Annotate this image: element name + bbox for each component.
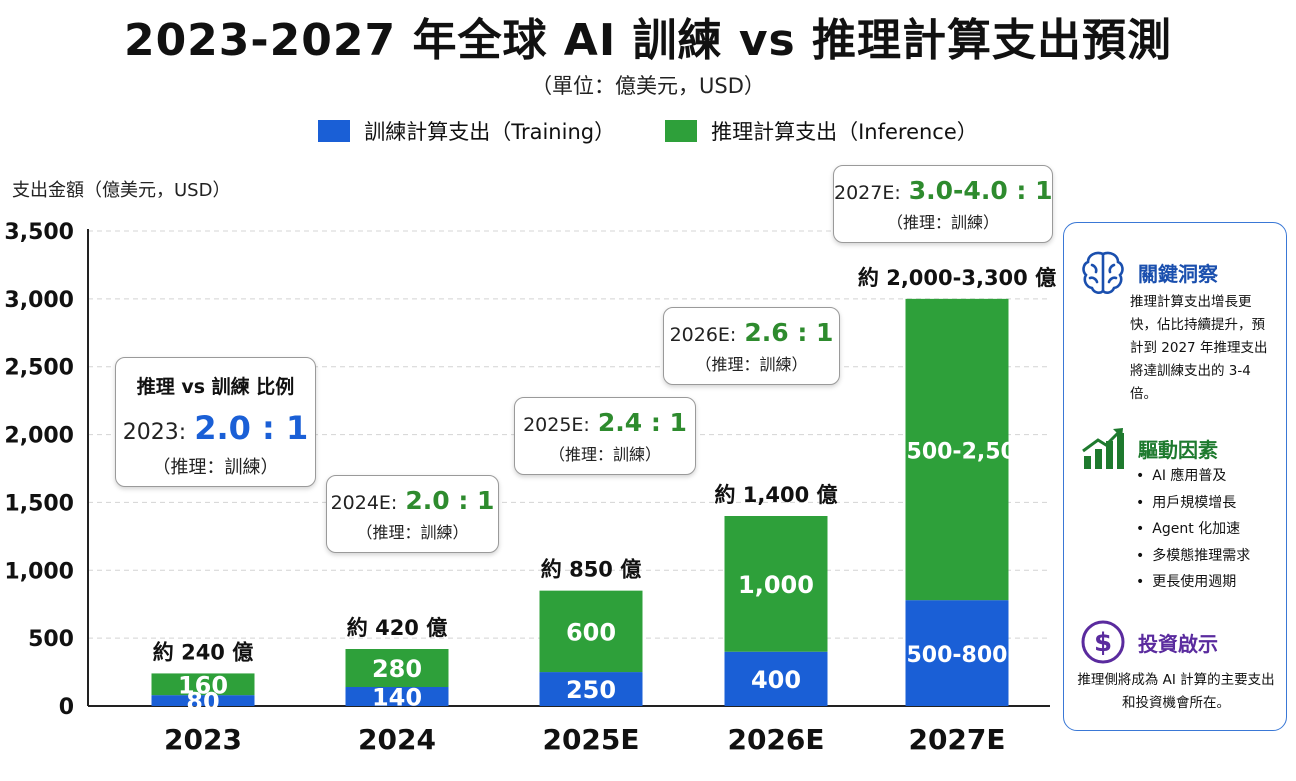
bar-training xyxy=(905,600,1009,706)
legend: 訓練計算支出（Training） 推理計算支出（Inference） xyxy=(0,116,1296,146)
bar-label-training: 80 xyxy=(186,688,219,716)
bar-label-training: 250 xyxy=(566,676,616,704)
legend-item-training: 訓練計算支出（Training） xyxy=(318,116,615,146)
callout-line: 2026E: 2.6 : 1 xyxy=(664,318,839,347)
bar-total-label: 約 420 億 xyxy=(347,616,447,640)
drivers-title: 驅動因素 xyxy=(1138,437,1218,462)
callout-note: （推理：訓練） xyxy=(695,355,808,374)
bar-label-inference: 280 xyxy=(372,655,422,683)
y-tick-label: 500 xyxy=(28,627,74,652)
y-tick-label: 0 xyxy=(59,695,74,720)
bar-inference xyxy=(539,590,643,673)
bar-inference xyxy=(724,516,828,652)
callout-ratio: 2.6 : 1 xyxy=(744,318,834,347)
bar-inference xyxy=(151,673,255,696)
bar-total-label: 約 240 億 xyxy=(153,640,253,664)
bar-label-training: 140 xyxy=(372,684,422,712)
legend-item-inference: 推理計算支出（Inference） xyxy=(665,116,978,146)
callout-note: （推理：訓練） xyxy=(886,213,999,232)
callout-ratio: 2.0 : 1 xyxy=(405,486,495,515)
driver-item: 多模態推理需求 xyxy=(1136,543,1288,570)
callout-label: 2024E: xyxy=(330,492,398,514)
callout-label: 2025E: xyxy=(523,414,590,436)
callout-label: 2026E: xyxy=(669,324,737,346)
bar-label-inference: 1,000 xyxy=(738,571,814,599)
ratio-box-heading: 推理 vs 訓練 比例 xyxy=(136,376,295,398)
bar-label-training: 500-800 xyxy=(907,643,1008,668)
investment-title: 投資啟示 xyxy=(1138,631,1218,656)
insight-title: 關鍵洞察 xyxy=(1138,261,1218,286)
bar-inference xyxy=(905,298,1009,601)
ratio-callout-2025: 2025E: 2.4 : 1 （推理：訓練） xyxy=(514,397,696,475)
insight-text: 推理計算支出增長更快，佔比持續提升，預計到 2027 年推理支出將達訓練支出的 … xyxy=(1130,294,1268,402)
ratio-callout-2027: 2027E: 3.0-4.0 : 1 （推理：訓練） xyxy=(833,165,1053,243)
bar-label-inference: 1,500-2,500 xyxy=(883,440,1031,465)
callout-line: 2024E: 2.0 : 1 xyxy=(327,486,498,515)
callout-line: 2027E: 3.0-4.0 : 1 xyxy=(834,176,1053,205)
callout-line: 2025E: 2.4 : 1 xyxy=(515,408,695,437)
bar-label-inference: 600 xyxy=(566,618,616,646)
x-tick-label: 2025E xyxy=(542,723,639,756)
investment-section: $ 投資啟示 推理側將成為 AI 計算的主要支出和投資機會所在。 xyxy=(1064,617,1288,715)
brain-icon xyxy=(1082,251,1124,294)
y-tick-label: 3,000 xyxy=(4,288,74,313)
investment-text: 推理側將成為 AI 計算的主要支出和投資機會所在。 xyxy=(1077,672,1275,711)
driver-item: Agent 化加速 xyxy=(1136,516,1288,543)
y-axis-title: 支出金額（億美元，USD） xyxy=(12,180,230,201)
growth-chart-icon xyxy=(1082,428,1124,469)
chart-title: 2023-2027 年全球 AI 訓練 vs 推理計算支出預測 xyxy=(123,15,1173,66)
ratio-box-note: （推理：訓練） xyxy=(152,457,279,478)
y-tick-label: 3,500 xyxy=(4,220,74,245)
driver-item: AI 應用普及 xyxy=(1136,463,1288,490)
y-tick-label: 1,000 xyxy=(4,559,74,584)
svg-text:$: $ xyxy=(1094,628,1112,658)
legend-label-inference: 推理計算支出（Inference） xyxy=(711,120,978,144)
callout-note: （推理：訓練） xyxy=(356,523,469,542)
ratio-box-line: 2023: 2.0 : 1 xyxy=(116,409,315,447)
callout-ratio: 2.4 : 1 xyxy=(597,408,687,437)
bar-total-label: 約 850 億 xyxy=(541,558,641,582)
drivers-list: AI 應用普及 用戶規模增長 Agent 化加速 多模態推理需求 更長使用週期 xyxy=(1136,463,1288,596)
legend-swatch-inference xyxy=(665,120,698,142)
insight-panel: 關鍵洞察 推理計算支出增長更快，佔比持續提升，預計到 2027 年推理支出將達訓… xyxy=(1063,222,1287,731)
bar-inference xyxy=(345,649,449,687)
callout-note: （推理：訓練） xyxy=(548,445,661,464)
y-tick-label: 2,500 xyxy=(4,356,74,381)
bar-training xyxy=(539,672,643,706)
bar-training xyxy=(151,695,255,706)
bar-training xyxy=(724,651,828,706)
driver-item: 用戶規模增長 xyxy=(1136,490,1288,517)
x-tick-label: 2027E xyxy=(908,723,1005,756)
callout-ratio: 3.0-4.0 : 1 xyxy=(908,176,1053,205)
bar-training xyxy=(345,687,449,706)
insight-section: 關鍵洞察 推理計算支出增長更快，佔比持續提升，預計到 2027 年推理支出將達訓… xyxy=(1064,247,1288,406)
legend-swatch-training xyxy=(318,120,351,142)
y-tick-label: 1,500 xyxy=(4,491,74,516)
chart-subtitle: （單位：億美元，USD） xyxy=(531,74,765,98)
drivers-section: 驅動因素 AI 應用普及 用戶規模增長 Agent 化加速 多模態推理需求 更長… xyxy=(1064,423,1288,596)
bar-label-training: 400 xyxy=(751,666,801,694)
bar-total-label: 約 2,000-3,300 億 xyxy=(858,266,1056,290)
legend-label-training: 訓練計算支出（Training） xyxy=(364,120,616,144)
callout-label: 2027E: xyxy=(834,182,901,204)
bar-label-inference: 160 xyxy=(178,671,228,699)
ratio-callout-2026: 2026E: 2.6 : 1 （推理：訓練） xyxy=(663,307,840,385)
dollar-icon: $ xyxy=(1081,620,1125,664)
y-tick-label: 2,000 xyxy=(4,424,74,449)
ratio-callout-2024: 2024E: 2.0 : 1 （推理：訓練） xyxy=(326,475,499,553)
driver-item: 更長使用週期 xyxy=(1136,569,1288,596)
x-tick-label: 2023 xyxy=(164,723,242,756)
ratio-box-year: 2023: xyxy=(122,420,187,445)
x-tick-label: 2024 xyxy=(358,723,436,756)
x-tick-label: 2026E xyxy=(727,723,824,756)
bar-total-label: 約 1,400 億 xyxy=(714,483,837,507)
ratio-box-value: 2.0 : 1 xyxy=(194,409,309,447)
ratio-box-2023: 推理 vs 訓練 比例 2023: 2.0 : 1 （推理：訓練） xyxy=(115,357,316,487)
